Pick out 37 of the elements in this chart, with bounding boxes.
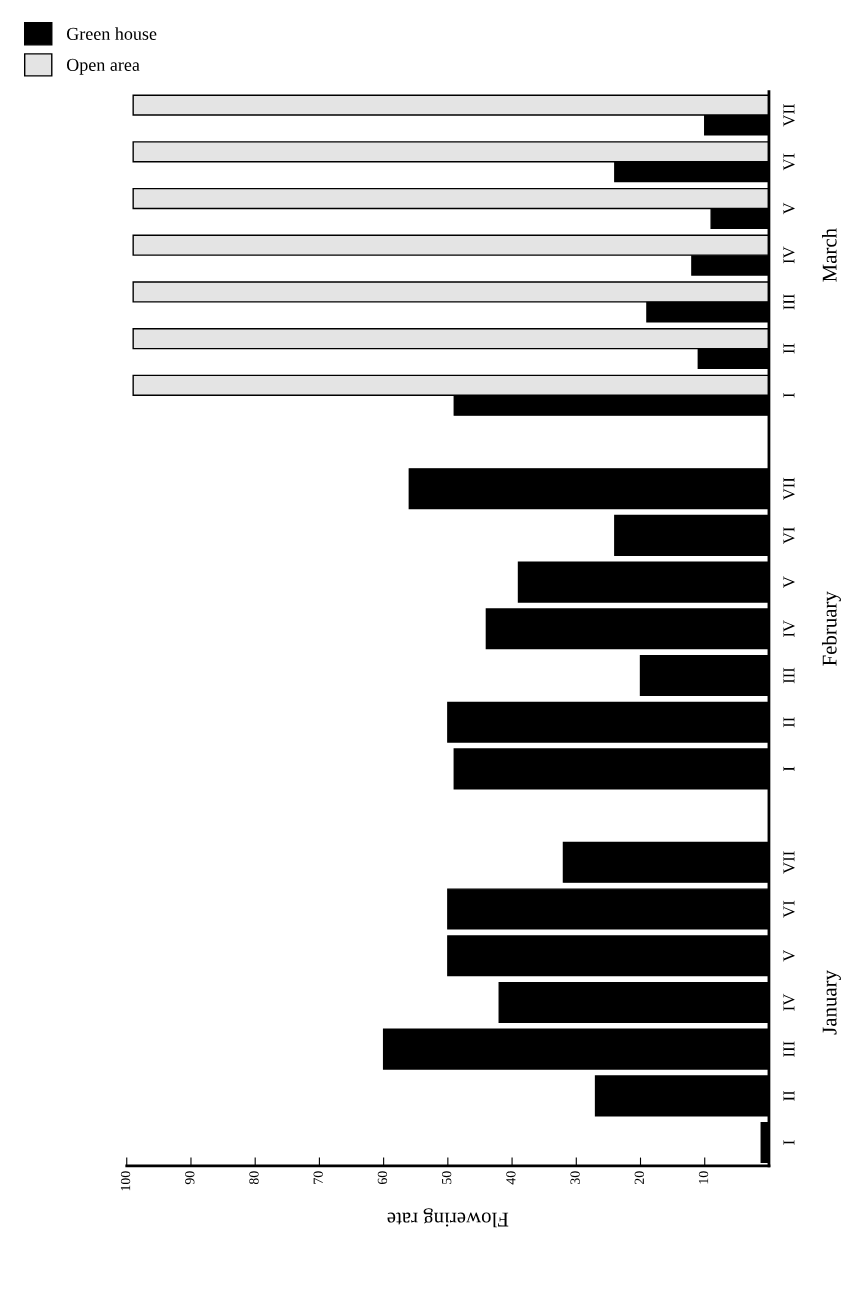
y-tick-label: V	[783, 576, 795, 588]
x-tick-label: 100	[120, 1171, 131, 1191]
y-tick-label: VI	[783, 153, 795, 171]
x-tick-label: 70	[313, 1171, 323, 1184]
text: March	[822, 228, 837, 282]
x-tick-label: 30	[570, 1171, 580, 1184]
y-tick-label: III	[783, 294, 795, 310]
y-tick-label: VII	[783, 104, 795, 127]
x-tick-label: 80	[249, 1171, 259, 1185]
y-tick-label: I	[783, 1140, 795, 1145]
y-tick-label: IV	[783, 246, 795, 264]
y-tick-label: VII	[783, 851, 795, 874]
legend-label: Open area	[66, 58, 140, 75]
x-axis-title: Flowering rate	[387, 1208, 509, 1228]
y-tick-label: II	[783, 343, 795, 354]
x-tick-label: 50	[441, 1171, 452, 1184]
y-tick-label: V	[783, 949, 795, 962]
y-tick-label: IV	[783, 993, 795, 1011]
y-tick-label: V	[783, 202, 795, 215]
x-tick-label: 60	[377, 1171, 388, 1185]
text: February	[821, 591, 841, 666]
y-tick-label: IV	[783, 620, 795, 637]
text: January	[822, 970, 841, 1035]
y-tick-label: III	[783, 667, 795, 684]
y-tick-label: I	[783, 393, 795, 398]
y-tick-label: VII	[783, 477, 795, 501]
legend-label: Green house	[66, 27, 157, 40]
y-tick-label: VI	[783, 527, 795, 544]
y-tick-label: VI	[783, 900, 795, 918]
y-tick-label: I	[783, 766, 795, 772]
y-tick-label: II	[783, 717, 795, 728]
y-tick-label: II	[783, 1090, 795, 1101]
x-tick-label: 20	[634, 1171, 644, 1185]
x-tick-label: 10	[698, 1171, 709, 1184]
x-tick-label: 40	[506, 1171, 516, 1185]
x-tick-label: 90	[185, 1171, 195, 1185]
y-tick-label: III	[783, 1041, 795, 1057]
